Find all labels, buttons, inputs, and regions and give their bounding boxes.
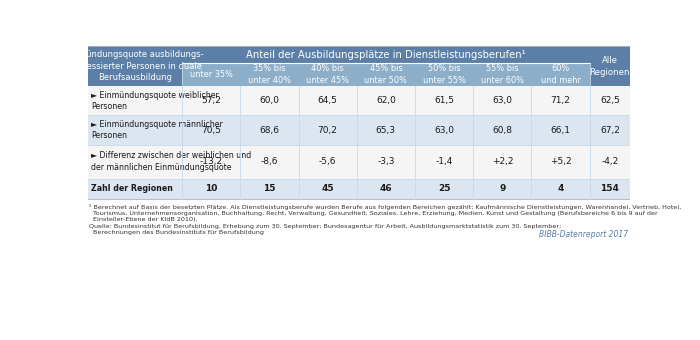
Text: 45% bis
unter 50%: 45% bis unter 50% bbox=[365, 65, 407, 85]
Text: +5,2: +5,2 bbox=[550, 157, 571, 166]
Text: -13,2: -13,2 bbox=[199, 157, 223, 166]
Text: ► Differenz zwischen der weiblichen und
der männlichen Einmündungsquote: ► Differenz zwischen der weiblichen und … bbox=[92, 151, 251, 172]
Text: 4: 4 bbox=[557, 184, 564, 193]
Bar bbox=[298, 178, 357, 199]
Bar bbox=[531, 116, 589, 145]
Text: 35% bis
unter 40%: 35% bis unter 40% bbox=[248, 65, 291, 85]
Bar bbox=[88, 145, 182, 178]
Bar bbox=[415, 145, 473, 178]
Bar bbox=[357, 145, 415, 178]
Bar bbox=[357, 63, 415, 86]
Bar bbox=[531, 145, 589, 178]
Bar bbox=[88, 46, 182, 86]
Text: 50% bis
unter 55%: 50% bis unter 55% bbox=[423, 65, 466, 85]
Text: Zahl der Regionen: Zahl der Regionen bbox=[92, 184, 174, 193]
Text: 68,6: 68,6 bbox=[260, 125, 279, 135]
Bar bbox=[298, 63, 357, 86]
Text: 64,5: 64,5 bbox=[318, 96, 337, 105]
Bar bbox=[298, 116, 357, 145]
Text: -4,2: -4,2 bbox=[601, 157, 619, 166]
Text: ► Einmündungsquote weiblicher
Personen: ► Einmündungsquote weiblicher Personen bbox=[92, 91, 219, 111]
Bar bbox=[589, 46, 630, 86]
Text: Einmündungsquote ausbildungs-
interessierter Personen in duale
Berufsausbildung: Einmündungsquote ausbildungs- interessie… bbox=[66, 50, 204, 82]
Text: +2,2: +2,2 bbox=[491, 157, 513, 166]
Text: 60,8: 60,8 bbox=[492, 125, 512, 135]
Text: 154: 154 bbox=[601, 184, 620, 193]
Text: 10: 10 bbox=[205, 184, 218, 193]
Text: 67,2: 67,2 bbox=[600, 125, 620, 135]
Bar bbox=[589, 178, 630, 199]
Text: 57,2: 57,2 bbox=[201, 96, 221, 105]
Bar bbox=[531, 63, 589, 86]
Text: 15: 15 bbox=[263, 184, 276, 193]
Bar bbox=[589, 116, 630, 145]
Bar bbox=[531, 86, 589, 116]
Text: 63,0: 63,0 bbox=[434, 125, 454, 135]
Text: 62,5: 62,5 bbox=[600, 96, 620, 105]
Bar bbox=[415, 178, 473, 199]
Bar bbox=[415, 116, 473, 145]
Bar bbox=[415, 63, 473, 86]
Text: 60%
und mehr: 60% und mehr bbox=[540, 65, 580, 85]
Text: -1,4: -1,4 bbox=[435, 157, 453, 166]
Text: 45: 45 bbox=[321, 184, 334, 193]
Text: -8,6: -8,6 bbox=[260, 157, 278, 166]
Bar bbox=[531, 178, 589, 199]
Text: 62,0: 62,0 bbox=[376, 96, 396, 105]
Text: 66,1: 66,1 bbox=[551, 125, 570, 135]
Bar bbox=[298, 86, 357, 116]
Text: Tourismus, Unternehmensorganisation, Buchhaltung, Recht, Verwaltung, Gesundheit,: Tourismus, Unternehmensorganisation, Buc… bbox=[89, 210, 658, 216]
Text: 46: 46 bbox=[379, 184, 392, 193]
Bar bbox=[357, 86, 415, 116]
Bar bbox=[415, 86, 473, 116]
Bar bbox=[298, 145, 357, 178]
Bar bbox=[182, 86, 240, 116]
Text: 70,5: 70,5 bbox=[201, 125, 221, 135]
Text: ¹ Berechnet auf Basis der besetzten Plätze. Als Dienstleistungsberufe wurden Ber: ¹ Berechnet auf Basis der besetzten Plät… bbox=[89, 204, 681, 210]
Bar bbox=[240, 116, 298, 145]
Bar bbox=[88, 178, 182, 199]
Text: BIBB-Datenreport 2017: BIBB-Datenreport 2017 bbox=[539, 230, 629, 239]
Bar bbox=[589, 86, 630, 116]
Text: 40% bis
unter 45%: 40% bis unter 45% bbox=[306, 65, 349, 85]
Text: Anteil der Ausbildungsplätze in Dienstleistungsberufen¹: Anteil der Ausbildungsplätze in Dienstle… bbox=[246, 50, 526, 59]
Bar bbox=[240, 86, 298, 116]
Text: 55% bis
unter 60%: 55% bis unter 60% bbox=[481, 65, 524, 85]
Text: 60,0: 60,0 bbox=[260, 96, 279, 105]
Text: unter 35%: unter 35% bbox=[190, 70, 232, 79]
Bar bbox=[357, 178, 415, 199]
Text: -5,6: -5,6 bbox=[319, 157, 337, 166]
Bar bbox=[240, 178, 298, 199]
Text: 65,3: 65,3 bbox=[376, 125, 396, 135]
Bar bbox=[473, 116, 531, 145]
Bar bbox=[88, 116, 182, 145]
Text: Quelle: Bundesinstitut für Berufsbildung, Erhebung zum 30. September; Bundesagen: Quelle: Bundesinstitut für Berufsbildung… bbox=[89, 224, 561, 229]
Bar bbox=[473, 63, 531, 86]
Bar bbox=[240, 63, 298, 86]
Bar bbox=[589, 145, 630, 178]
Bar bbox=[182, 178, 240, 199]
Text: Einsteller-Ebene der KldB 2010).: Einsteller-Ebene der KldB 2010). bbox=[89, 217, 197, 222]
Bar bbox=[473, 178, 531, 199]
Text: 61,5: 61,5 bbox=[434, 96, 454, 105]
Bar bbox=[88, 86, 182, 116]
Text: -3,3: -3,3 bbox=[377, 157, 395, 166]
Text: 70,2: 70,2 bbox=[318, 125, 337, 135]
Text: 63,0: 63,0 bbox=[492, 96, 512, 105]
Bar bbox=[473, 86, 531, 116]
Text: Alle
Regionen: Alle Regionen bbox=[589, 56, 630, 76]
Bar bbox=[182, 63, 240, 86]
Bar bbox=[182, 145, 240, 178]
Text: ► Einmündungsquote männlicher
Personen: ► Einmündungsquote männlicher Personen bbox=[92, 120, 223, 140]
Text: 9: 9 bbox=[499, 184, 505, 193]
Text: Berechnungen des Bundesinstituts für Berufsbildung: Berechnungen des Bundesinstituts für Ber… bbox=[89, 230, 264, 235]
Bar bbox=[182, 116, 240, 145]
Text: 71,2: 71,2 bbox=[551, 96, 570, 105]
Text: 25: 25 bbox=[438, 184, 450, 193]
Bar bbox=[357, 116, 415, 145]
Bar bbox=[182, 46, 589, 63]
Bar bbox=[473, 145, 531, 178]
Bar bbox=[240, 145, 298, 178]
